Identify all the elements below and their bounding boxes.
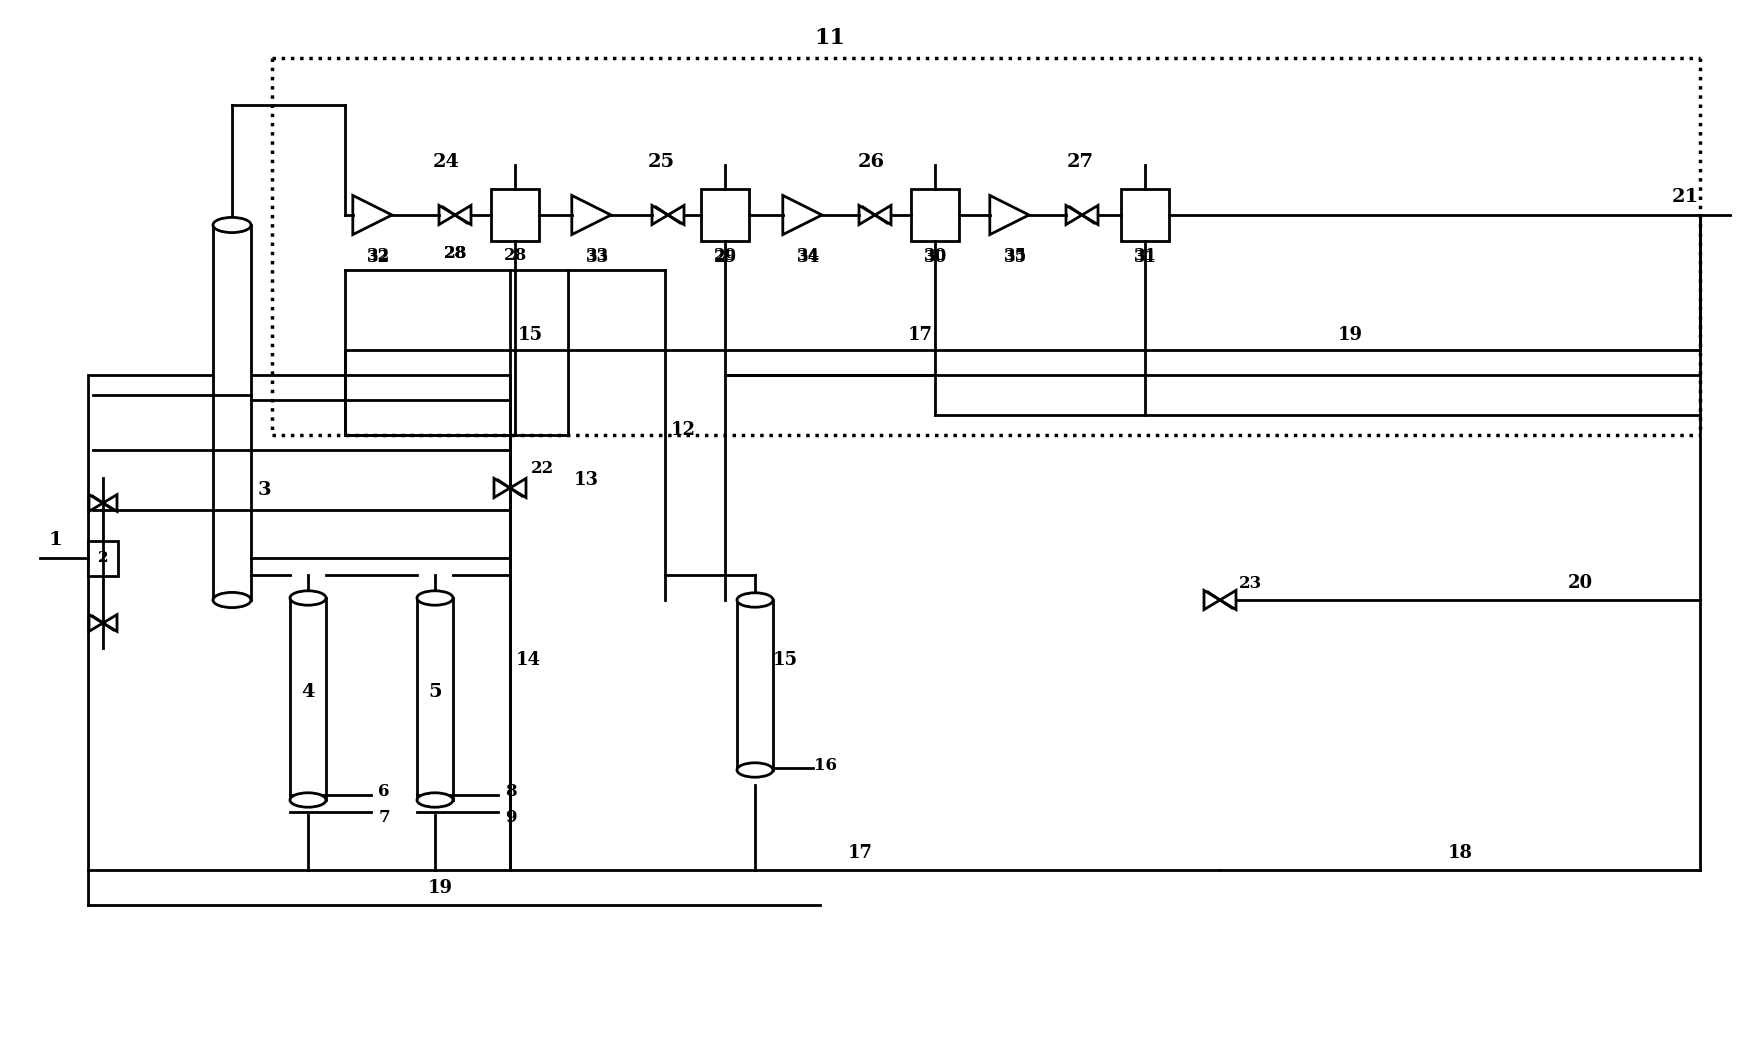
Text: 33: 33 (585, 249, 608, 266)
Text: 32: 32 (367, 247, 389, 264)
Text: 5: 5 (429, 684, 441, 701)
Bar (417, 598, 453, 800)
Polygon shape (860, 205, 875, 224)
Text: 14: 14 (516, 651, 540, 669)
Text: 16: 16 (813, 757, 837, 774)
Text: 9: 9 (505, 810, 516, 827)
Bar (492, 189, 538, 241)
Polygon shape (1067, 205, 1082, 224)
Text: 20: 20 (1567, 574, 1593, 592)
Polygon shape (990, 196, 1028, 235)
Polygon shape (353, 196, 393, 235)
Ellipse shape (736, 593, 773, 607)
Ellipse shape (736, 763, 773, 777)
Polygon shape (669, 205, 684, 224)
Text: 11: 11 (815, 27, 846, 49)
Polygon shape (511, 478, 526, 497)
Text: 34: 34 (797, 247, 820, 264)
Polygon shape (1219, 590, 1237, 609)
Text: 19: 19 (1337, 326, 1362, 344)
Ellipse shape (290, 793, 327, 807)
Text: 28: 28 (504, 247, 526, 264)
Text: 18: 18 (1447, 844, 1473, 862)
Text: 2: 2 (97, 551, 108, 566)
Text: 17: 17 (907, 326, 933, 344)
Text: 23: 23 (1238, 574, 1261, 591)
Text: 33: 33 (585, 247, 608, 264)
Polygon shape (875, 205, 891, 224)
Bar (1120, 189, 1169, 241)
Ellipse shape (214, 592, 252, 608)
Polygon shape (651, 205, 669, 224)
Bar (702, 189, 749, 241)
Text: 17: 17 (848, 844, 872, 862)
Text: 13: 13 (573, 471, 599, 489)
Text: 35: 35 (1004, 247, 1027, 264)
Text: 4: 4 (301, 684, 314, 701)
Polygon shape (102, 614, 116, 631)
Text: 8: 8 (505, 783, 518, 800)
Polygon shape (493, 478, 511, 497)
Text: 19: 19 (427, 879, 453, 897)
Polygon shape (1204, 590, 1219, 609)
Text: 29: 29 (714, 247, 736, 264)
Text: 1: 1 (49, 532, 63, 549)
Text: 34: 34 (797, 249, 820, 266)
Polygon shape (89, 614, 102, 631)
Text: 24: 24 (433, 153, 460, 171)
Polygon shape (455, 205, 471, 224)
Text: 21: 21 (1671, 188, 1699, 206)
Ellipse shape (417, 591, 453, 605)
Text: 32: 32 (367, 249, 389, 266)
Text: 30: 30 (924, 249, 947, 266)
Bar (910, 189, 959, 241)
Text: 12: 12 (670, 421, 695, 439)
Bar (214, 225, 252, 600)
Bar (89, 375, 511, 870)
Text: 22: 22 (530, 459, 554, 476)
Text: 28: 28 (443, 244, 467, 261)
Text: 35: 35 (1004, 249, 1027, 266)
Text: 15: 15 (518, 326, 542, 344)
Text: 6: 6 (379, 783, 389, 800)
Text: 30: 30 (924, 247, 947, 264)
Bar (89, 540, 118, 575)
Ellipse shape (214, 218, 252, 233)
Polygon shape (102, 494, 116, 511)
Bar (736, 600, 773, 770)
Text: 7: 7 (379, 810, 389, 827)
Text: 25: 25 (648, 153, 674, 171)
Bar (290, 598, 327, 800)
Text: 31: 31 (1134, 247, 1157, 264)
Text: 27: 27 (1067, 153, 1094, 171)
Text: 31: 31 (1134, 249, 1157, 266)
Text: 3: 3 (257, 480, 271, 499)
Polygon shape (783, 196, 822, 235)
Text: 26: 26 (858, 153, 886, 171)
Text: 28: 28 (443, 244, 467, 261)
Text: 15: 15 (773, 651, 797, 669)
Polygon shape (1082, 205, 1098, 224)
Text: 29: 29 (714, 249, 736, 266)
Polygon shape (89, 494, 102, 511)
Polygon shape (439, 205, 455, 224)
Ellipse shape (290, 591, 327, 605)
Text: 28: 28 (443, 244, 467, 261)
Polygon shape (571, 196, 611, 235)
Ellipse shape (417, 793, 453, 807)
